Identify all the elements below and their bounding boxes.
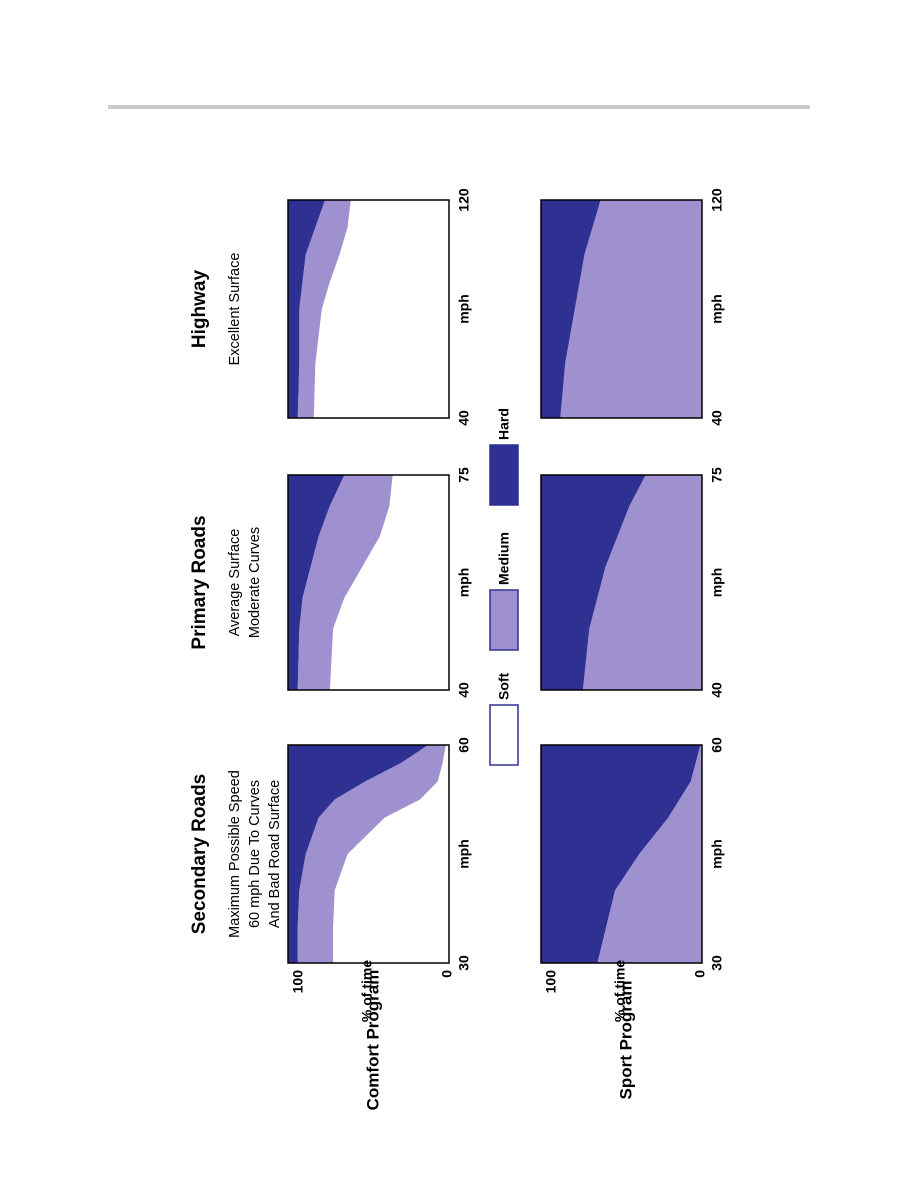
legend-label: Soft — [496, 672, 512, 700]
area — [541, 200, 601, 418]
area — [288, 200, 326, 418]
chart-title: Secondary Roads — [189, 774, 210, 935]
x-tick-label: 40 — [456, 682, 472, 698]
row-label: Comfort Program — [363, 970, 382, 1111]
x-axis-label: mph — [456, 839, 472, 869]
plot-frame — [287, 474, 450, 691]
legend-label: Medium — [496, 532, 512, 585]
area — [582, 475, 702, 690]
x-tick-label: 75 — [709, 467, 725, 483]
x-tick-label: 75 — [456, 467, 472, 483]
row-label: Sport Program — [616, 980, 635, 1099]
plot-frame — [540, 744, 703, 964]
area — [297, 200, 351, 418]
x-tick-label: 60 — [709, 737, 725, 753]
x-tick-label: 60 — [456, 737, 472, 753]
legend-swatch — [489, 589, 519, 651]
area — [288, 475, 345, 690]
chart-title: Highway — [189, 270, 210, 349]
plot-frame — [540, 474, 703, 691]
y-tick-label: 100 — [543, 970, 559, 994]
legend-swatch — [489, 704, 519, 766]
y-tick-label: 0 — [692, 970, 708, 978]
plot-frame — [287, 199, 450, 419]
chart-title: Primary Roads — [189, 515, 210, 649]
chart-subtitle: And Bad Road Surface — [267, 780, 283, 928]
area — [313, 200, 449, 418]
area — [541, 475, 646, 690]
area — [297, 475, 393, 690]
chart-subtitle: 60 mph Due To Curves — [247, 780, 263, 928]
x-axis-label: mph — [709, 839, 725, 869]
y-axis-label: % of time — [612, 960, 628, 1022]
area — [329, 475, 449, 690]
x-axis-label: mph — [709, 294, 725, 324]
x-tick-label: 40 — [709, 682, 725, 698]
chart-subtitle: Excellent Surface — [227, 253, 243, 366]
area — [288, 745, 429, 963]
y-axis-label: % of time — [359, 960, 375, 1022]
chart-subtitle: Average Surface — [227, 529, 243, 637]
x-tick-label: 40 — [709, 410, 725, 426]
rotated-figure: Secondary Roads Maximum Possible Speed 60 … — [189, 188, 725, 1110]
y-tick-label: 100 — [290, 970, 306, 994]
x-tick-label: 30 — [456, 955, 472, 971]
x-axis-label: mph — [456, 294, 472, 324]
area — [560, 200, 702, 418]
legend-label: Hard — [496, 408, 512, 440]
x-axis-label: mph — [456, 568, 472, 598]
chart-subtitle: Maximum Possible Speed — [227, 770, 243, 938]
plot-frame — [287, 744, 450, 964]
x-tick-label: 120 — [456, 188, 472, 212]
area — [597, 745, 702, 963]
x-tick-label: 40 — [456, 410, 472, 426]
chart-subtitle: Moderate Curves — [247, 527, 263, 638]
x-tick-label: 30 — [709, 955, 725, 971]
plot-frame — [540, 199, 703, 419]
x-tick-label: 120 — [709, 188, 725, 212]
x-axis-label: mph — [709, 568, 725, 598]
legend-swatch — [489, 444, 519, 506]
y-tick-label: 0 — [439, 970, 455, 978]
area — [541, 745, 701, 963]
